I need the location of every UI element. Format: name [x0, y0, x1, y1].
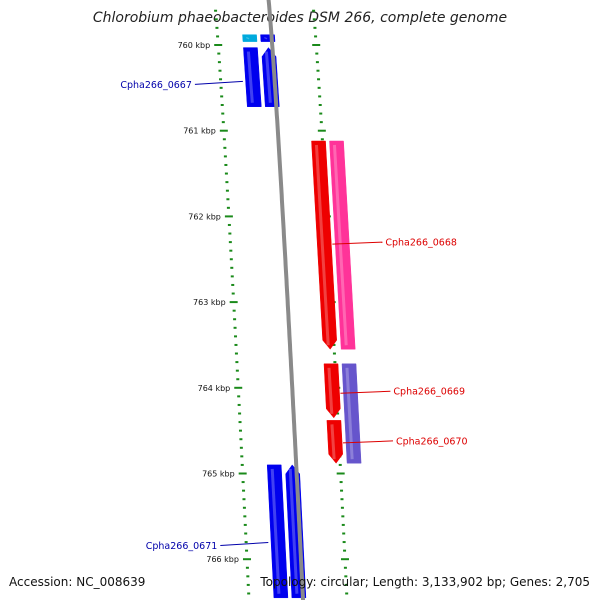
gene-fwd-760a: [243, 47, 262, 107]
tick-label: 760 kbp: [178, 41, 211, 50]
gene-highlight: [264, 36, 268, 40]
gene-labels: Cpha266_0667 Cpha266_0668 Cpha266_0669 Cpha…: [120, 80, 467, 552]
gene-highlight: [327, 367, 334, 414]
tick-label: 765 kbp: [202, 470, 235, 479]
gene-label: Cpha266_0667: [120, 80, 192, 91]
gene-highlight: [314, 144, 330, 346]
label-leader-line: [340, 390, 391, 394]
gene-label: Cpha266_0668: [385, 238, 457, 249]
gene-highlight: [246, 51, 254, 103]
gene-gene-0670: [326, 420, 343, 464]
gene-highlight: [264, 51, 272, 103]
genome-backbone: [266, 0, 305, 600]
tick-label: 764 kbp: [198, 384, 231, 393]
label-leader-line: [194, 80, 243, 85]
gene-highlight: [246, 36, 250, 40]
gene-highlight: [332, 144, 348, 346]
gene-features: [242, 34, 362, 599]
label-leader-line: [342, 440, 394, 444]
gene-gene-0671a: [266, 464, 289, 599]
gene-gene-0668a: [311, 140, 337, 350]
gene-cyan-top: [242, 34, 258, 42]
gene-highlight: [345, 367, 354, 460]
genome-summary-text: Topology: circular; Length: 3,133,902 bp…: [260, 575, 590, 589]
backbone-layer: [266, 0, 305, 600]
tick-label: 762 kbp: [188, 212, 221, 221]
gene-label: Cpha266_0670: [396, 436, 468, 447]
map-title: Chlorobium phaeobacteroides DSM 266, com…: [92, 10, 508, 26]
tick-label: 763 kbp: [193, 298, 226, 307]
tick-track-left: [214, 9, 251, 595]
accession-text: Accession: NC_008639: [9, 575, 146, 589]
gene-highlight: [270, 468, 281, 594]
gene-gene-0669-0670-violet: [341, 363, 362, 464]
tick-label: 766 kbp: [206, 555, 239, 564]
gene-gene-0668b: [329, 140, 356, 350]
label-leader-line: [220, 541, 269, 546]
tick-label: 761 kbp: [183, 127, 216, 136]
gene-gene-0669: [323, 363, 341, 419]
gene-highlight: [288, 468, 299, 594]
gene-label: Cpha266_0669: [393, 387, 465, 398]
gene-label: Cpha266_0671: [146, 541, 218, 552]
gene-highlight: [330, 424, 336, 460]
label-leader-line: [332, 241, 383, 245]
tick-labels: 760 kbp 761 kbp 762 kbp 763 kbp 764 kbp 765 k…: [178, 41, 239, 564]
